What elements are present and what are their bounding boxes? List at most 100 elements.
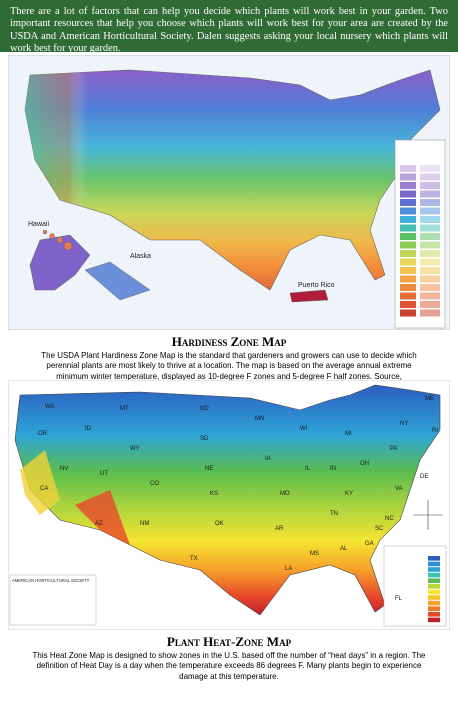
- state-label: VA: [395, 486, 403, 492]
- legend-swatch: [400, 233, 416, 240]
- state-label: DE: [420, 474, 428, 480]
- state-label: WA: [45, 404, 54, 410]
- intro-text: There are a lot of factors that can help…: [0, 0, 458, 54]
- legend-swatch: [420, 258, 440, 266]
- map-label: Puerto Rico: [298, 282, 335, 289]
- legend-swatch: [428, 567, 440, 572]
- legend-swatch: [420, 173, 440, 181]
- state-label: MT: [120, 406, 129, 412]
- legend-swatch: [400, 267, 416, 274]
- legend-swatch: [420, 250, 440, 257]
- caption: This Heat Zone Map is designed to show z…: [32, 650, 426, 681]
- state-label: WI: [300, 426, 308, 432]
- state-label: FL: [395, 596, 403, 602]
- state-label: MO: [280, 491, 290, 497]
- legend-swatch: [420, 207, 440, 215]
- heading: Plant Heat-Zone Map: [166, 634, 292, 649]
- legend-swatch: [400, 165, 416, 172]
- legend-swatch: [428, 589, 440, 595]
- legend-swatch: [428, 556, 440, 561]
- state-label: OK: [215, 521, 224, 527]
- legend-swatch: [400, 199, 416, 206]
- legend-swatch: [400, 216, 416, 223]
- legend-swatch: [400, 224, 416, 232]
- legend-swatch: [420, 165, 440, 172]
- legend-swatch: [400, 182, 416, 189]
- state-label: AZ: [95, 521, 103, 527]
- state-label: MI: [345, 431, 352, 437]
- legend-swatch: [400, 250, 416, 257]
- legend-swatch: [400, 258, 416, 266]
- map-label: Alaska: [130, 253, 151, 260]
- legend-swatch: [420, 292, 440, 300]
- state-label: CA: [40, 486, 48, 492]
- legend-swatch: [400, 275, 416, 283]
- state-label: CO: [150, 481, 159, 487]
- heading: Hardiness Zone Map: [171, 334, 287, 349]
- state-label: NC: [385, 516, 394, 522]
- state-label: SC: [375, 526, 384, 532]
- legend-swatch: [428, 584, 440, 589]
- state-label: AL: [340, 546, 348, 552]
- legend-swatch: [428, 612, 440, 617]
- state-label: TN: [330, 511, 338, 517]
- legend-swatch: [420, 233, 440, 240]
- legend-swatch: [428, 600, 440, 606]
- state-label: IA: [265, 456, 271, 462]
- state-label: KY: [345, 491, 353, 497]
- state-label: IN: [330, 466, 336, 472]
- legend-swatch: [428, 561, 440, 567]
- legend-swatch: [420, 190, 440, 198]
- state-label: AR: [275, 526, 284, 532]
- legend-swatch: [420, 216, 440, 223]
- society-name: AMERICAN HORTICULTURAL SOCIETY: [12, 578, 90, 583]
- state-label: ND: [200, 406, 209, 412]
- legend-swatch: [420, 275, 440, 283]
- hardiness-map: Hawaii Alaska Puerto Rico: [8, 55, 450, 330]
- state-label: OH: [360, 461, 369, 467]
- state-label: SD: [200, 436, 209, 442]
- state-label: TX: [190, 556, 198, 562]
- state-label: NE: [205, 466, 213, 472]
- legend-swatch: [400, 207, 416, 215]
- legend-swatch: [400, 309, 416, 317]
- state-label: PA: [390, 446, 398, 452]
- state-label: MN: [255, 416, 264, 422]
- legend-swatch: [400, 292, 416, 300]
- state-label: WY: [130, 446, 140, 452]
- state-label: NY: [400, 421, 408, 427]
- legend-swatch: [428, 572, 440, 578]
- state-label: RI: [432, 428, 438, 434]
- legend-swatch: [420, 284, 440, 291]
- legend-swatch: [400, 190, 416, 198]
- state-label: GA: [365, 541, 374, 547]
- legend-swatch: [420, 182, 440, 189]
- legend-swatch: [420, 241, 440, 249]
- legend-swatch: [420, 267, 440, 274]
- legend-swatch: [428, 595, 440, 600]
- state-label: LA: [285, 566, 292, 572]
- legend-swatch: [420, 224, 440, 232]
- legend-swatch: [428, 606, 440, 611]
- legend-swatch: [428, 578, 440, 583]
- state-label: NM: [140, 521, 149, 527]
- map-label: Hawaii: [28, 221, 49, 228]
- legend-swatch: [428, 617, 440, 623]
- state-label: ME: [425, 396, 434, 402]
- state-label: MS: [310, 551, 319, 557]
- heat-zone-map: AMERICAN HORTICULTURAL SOCIETY WA OR ID MT W…: [8, 380, 450, 630]
- state-label: OR: [38, 431, 48, 437]
- state-label: NV: [60, 466, 68, 472]
- legend-swatch: [420, 301, 440, 308]
- state-label: IL: [305, 466, 311, 472]
- legend-swatch: [400, 241, 416, 249]
- state-label: KS: [210, 491, 218, 497]
- legend-swatch: [400, 173, 416, 181]
- legend-swatch: [420, 199, 440, 206]
- state-label: UT: [100, 471, 108, 477]
- state-label: ID: [85, 426, 92, 432]
- legend-swatch: [420, 309, 440, 317]
- legend-swatch: [400, 284, 416, 291]
- legend-swatch: [400, 301, 416, 308]
